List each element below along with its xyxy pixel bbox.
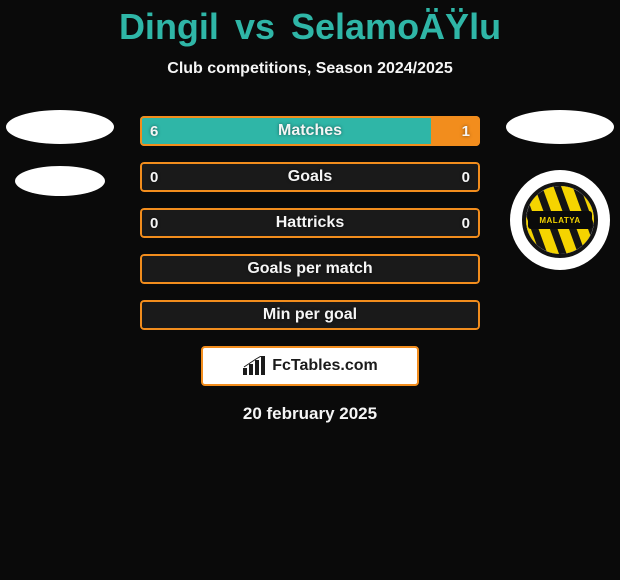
bar-label: Hattricks — [140, 208, 480, 238]
crest-banner: MALATYA — [528, 211, 592, 229]
club-crest: MALATYA — [510, 170, 610, 270]
date-line: 20 february 2025 — [0, 404, 620, 424]
bar-label: Min per goal — [140, 300, 480, 330]
stat-bar-row: Goals per match — [140, 254, 480, 284]
stat-bars: Matches61Goals00Hattricks00Goals per mat… — [140, 116, 480, 330]
stat-bar-row: Min per goal — [140, 300, 480, 330]
bar-value-left: 0 — [150, 208, 158, 238]
player1-name: Dingil — [119, 6, 219, 47]
vs-text: vs — [235, 6, 275, 47]
barchart-icon — [242, 356, 268, 376]
comparison-infographic: Dingil vs SelamoÄŸlu Club competitions, … — [0, 0, 620, 580]
bar-value-right: 1 — [462, 116, 470, 146]
right-side-column: MALATYA — [500, 110, 620, 270]
left-side-column — [0, 110, 120, 196]
stat-bar-row: Hattricks0 0 — [140, 208, 480, 238]
bar-label: Goals per match — [140, 254, 480, 284]
stat-bar-row: Goals0 0 — [140, 162, 480, 192]
right-oval-1 — [506, 110, 614, 144]
bar-label: Goals — [140, 162, 480, 192]
bar-value-right: 0 — [462, 208, 470, 238]
bar-value-left: 6 — [150, 116, 158, 146]
page-title: Dingil vs SelamoÄŸlu — [0, 0, 620, 48]
subtitle: Club competitions, Season 2024/2025 — [0, 60, 620, 78]
bar-value-left: 0 — [150, 162, 158, 192]
player2-name: SelamoÄŸlu — [291, 6, 501, 47]
stat-bar-row: Matches6 1 — [140, 116, 480, 146]
brand-box: FcTables.com — [201, 346, 419, 386]
brand-text: FcTables.com — [272, 357, 378, 375]
left-oval-2 — [15, 166, 105, 196]
crest-banner-text: MALATYA — [539, 216, 580, 225]
bar-value-right: 0 — [462, 162, 470, 192]
crest-inner: MALATYA — [522, 182, 598, 258]
bar-label: Matches — [140, 116, 480, 146]
left-oval-1 — [6, 110, 114, 144]
